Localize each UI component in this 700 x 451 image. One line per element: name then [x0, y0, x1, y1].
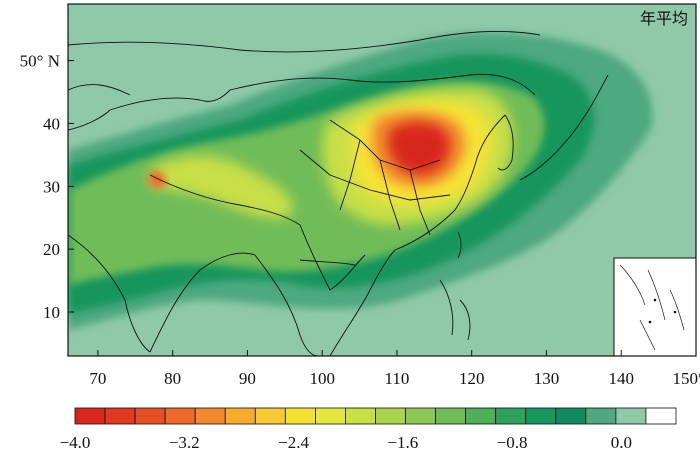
border-russia: [68, 30, 541, 53]
inset-dot: [653, 298, 657, 302]
colorbar-swatch: [314, 407, 346, 425]
colorbar-label: −0.8: [497, 433, 528, 451]
colorbar-swatch: [615, 407, 647, 425]
coastline-indochina: [329, 249, 396, 356]
field-contour-yellowgreen: [150, 155, 293, 219]
y-tick-label: 40: [43, 114, 60, 133]
colorbar-swatch: [284, 407, 316, 425]
colorbar-label: −1.6: [387, 433, 418, 451]
x-tick-label: 130: [534, 369, 560, 388]
colorbar-label: −4.0: [60, 433, 91, 451]
border-himalaya: [149, 174, 301, 226]
x-tick-label: 110: [385, 369, 410, 388]
colorbar-swatch: [224, 407, 256, 425]
border-provinces: [299, 119, 451, 236]
colorbar-swatch: [74, 407, 106, 425]
colorbar-swatch: [405, 407, 436, 425]
colorbar-swatch: [194, 407, 226, 425]
colorbar-swatch: [375, 407, 406, 425]
boundary-lines: [68, 30, 609, 356]
colorbar-swatch: [465, 407, 497, 425]
colorbar-swatch: [525, 407, 557, 425]
inset-frame: [613, 257, 697, 357]
map-frame: [67, 3, 697, 357]
coastline-southeast-asia: [254, 254, 319, 356]
colorbar-swatch: [435, 407, 467, 425]
y-tick-label: 10: [43, 303, 60, 322]
coastline-taiwan: [457, 231, 462, 259]
map-title: 年平均: [640, 9, 688, 28]
colorbar-swatch: [104, 407, 136, 425]
x-tick-label: 90: [239, 369, 256, 388]
y-axis: 10 20 30 40 50° N: [20, 52, 74, 322]
x-tick-label: 150° E: [673, 369, 700, 388]
x-tick-label: 140: [608, 369, 634, 388]
colorbar-label: −3.2: [169, 433, 200, 451]
border-central-asia: [68, 84, 131, 131]
colorbar-swatch: [495, 407, 527, 425]
coastline-china-south: [394, 114, 506, 251]
colorbar: −4.0 −3.2 −2.4 −1.6 −0.8 0.0: [60, 407, 677, 451]
x-axis: 70 80 90 100 110 120 130 140 150° E: [89, 350, 700, 388]
x-tick-label: 120: [459, 369, 485, 388]
colorbar-swatch: [585, 407, 617, 425]
colorbar-swatch: [345, 407, 376, 425]
colorbar-label: 0.0: [611, 433, 632, 451]
inset-coastline: [619, 264, 685, 351]
colorbar-swatch: [134, 407, 166, 425]
border-mongolia: [229, 73, 536, 96]
y-tick-label: 30: [43, 177, 60, 196]
colorbar-swatch: [164, 407, 196, 425]
colorbar-label: −2.4: [278, 433, 309, 451]
coastline-japan: [519, 74, 609, 181]
coastline-korea: [497, 114, 514, 171]
y-tick-label: 50° N: [20, 52, 60, 71]
coastline-philippines: [439, 279, 471, 341]
inset-map: [613, 257, 697, 357]
inset-dot: [648, 320, 652, 324]
colorbar-swatch: [645, 407, 677, 425]
coastline-south-asia: [68, 234, 151, 353]
y-tick-label: 20: [43, 240, 60, 259]
x-tick-label: 80: [164, 369, 181, 388]
x-tick-label: 70: [89, 369, 106, 388]
field-layers: [68, 32, 653, 330]
x-tick-label: 100: [309, 369, 335, 388]
colorbar-swatch: [254, 407, 286, 425]
border-indochina: [299, 224, 366, 291]
colorbar-swatch: [555, 407, 587, 425]
field-contour-west-hotspot: [148, 170, 167, 188]
inset-dot: [673, 310, 677, 314]
border-china-west: [109, 89, 231, 111]
coastline-india-east: [149, 252, 256, 353]
